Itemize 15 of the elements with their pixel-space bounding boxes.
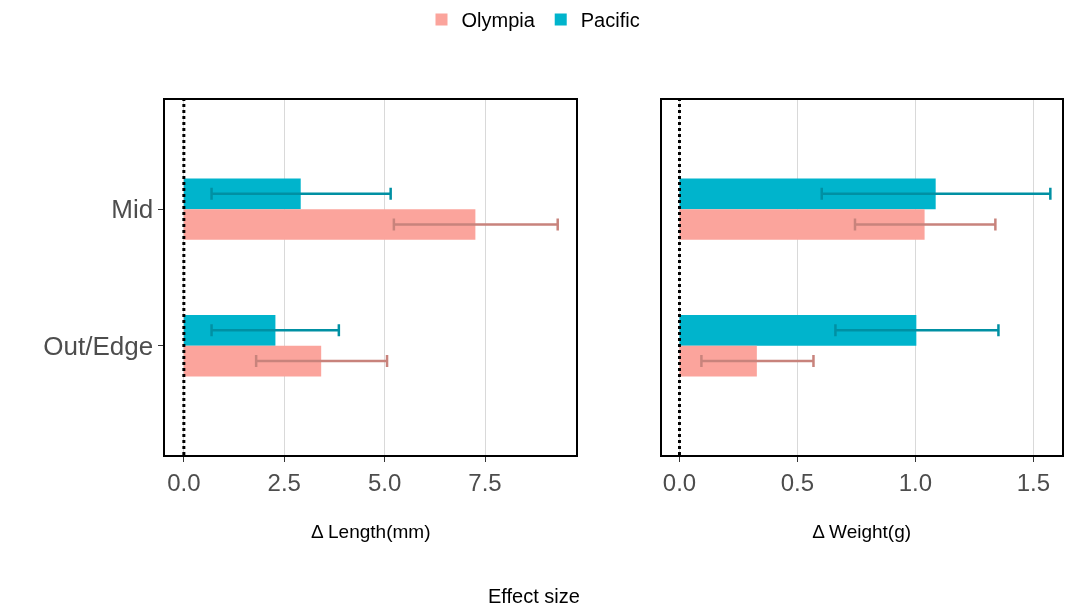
x-tick-label: 0.0 [167, 468, 201, 496]
x-tick-label: 2.5 [267, 468, 301, 496]
y-tick-label: Out/Edge [43, 330, 154, 361]
legend-label: Pacific [580, 9, 640, 32]
x-tick-label: 5.0 [367, 468, 402, 496]
x-axis-title: Δ Length(mm) [311, 521, 431, 543]
x-tick-label: 1.5 [1016, 468, 1051, 496]
legend-label: Olympia [461, 9, 536, 32]
y-tick-label: Mid [111, 194, 154, 225]
x-tick-label: 0.0 [662, 468, 697, 496]
x-tick-label: 1.0 [898, 468, 933, 496]
text: Effect size [488, 585, 580, 607]
x-tick-label: 0.5 [780, 468, 815, 496]
x-axis-title: Δ Weight(g) [812, 521, 912, 543]
x-tick-label: 7.5 [468, 468, 502, 496]
